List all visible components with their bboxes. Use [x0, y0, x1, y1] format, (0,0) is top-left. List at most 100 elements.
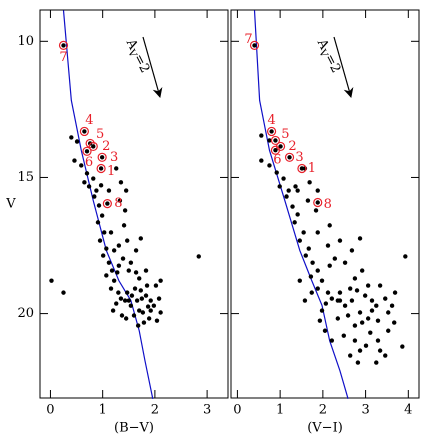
star — [309, 290, 314, 295]
star — [61, 290, 66, 295]
marked-star-ring — [266, 126, 277, 137]
star — [267, 163, 272, 168]
star — [122, 208, 128, 213]
star — [104, 246, 109, 251]
x-tick-label: 0 — [46, 403, 54, 418]
star — [137, 276, 142, 281]
star-label: 7 — [244, 32, 252, 47]
star — [104, 273, 109, 278]
star-label: 5 — [96, 127, 104, 142]
star — [118, 180, 124, 185]
star-label: 4 — [267, 113, 275, 128]
star — [114, 166, 119, 171]
star — [120, 256, 126, 261]
star — [114, 301, 119, 306]
star — [116, 243, 122, 248]
star — [146, 316, 152, 321]
star-label: 2 — [288, 139, 296, 154]
x-tick-label: 3 — [203, 403, 211, 418]
marked-star — [91, 144, 96, 149]
star — [302, 298, 308, 303]
star — [69, 135, 74, 140]
x-tick-label: 2 — [319, 403, 327, 418]
star — [74, 139, 80, 144]
star — [392, 290, 398, 295]
star — [148, 308, 153, 313]
star — [389, 303, 395, 308]
star — [95, 220, 101, 225]
isochrone — [253, 10, 349, 399]
marked-star — [273, 138, 278, 143]
star — [292, 220, 297, 225]
marked-star-ring — [102, 198, 112, 209]
star — [123, 316, 129, 321]
isochrone — [62, 10, 154, 399]
star — [129, 293, 135, 298]
x-tick-label: 4 — [404, 403, 412, 418]
marked-star-ring — [270, 135, 281, 146]
star — [335, 316, 341, 321]
star — [293, 184, 298, 189]
star — [323, 301, 329, 306]
star-label: 1 — [107, 164, 115, 179]
x-tick-label: 1 — [99, 403, 107, 418]
star — [383, 353, 388, 358]
star — [154, 318, 160, 323]
star — [259, 133, 264, 138]
star — [386, 310, 391, 315]
star — [49, 278, 54, 283]
star — [315, 230, 320, 235]
star — [392, 320, 397, 325]
star — [354, 288, 360, 293]
star — [96, 203, 102, 208]
star — [277, 184, 282, 189]
star-label: 6 — [273, 153, 281, 168]
star — [369, 308, 375, 313]
star — [125, 290, 130, 295]
star — [357, 236, 363, 241]
star — [383, 296, 388, 301]
star — [108, 286, 114, 291]
star — [355, 360, 361, 365]
star — [132, 286, 138, 291]
x-axis-label: (V−I) — [307, 421, 343, 436]
y-tick-label: 20 — [17, 306, 34, 321]
star-label: 2 — [102, 139, 110, 154]
star — [284, 194, 289, 199]
star — [342, 303, 348, 308]
star — [322, 328, 328, 333]
star — [327, 223, 332, 228]
marked-star-ring — [313, 197, 323, 208]
star — [108, 230, 114, 235]
star — [325, 243, 331, 248]
star — [374, 360, 379, 365]
star — [196, 254, 201, 259]
x-tick-label: 3 — [361, 403, 369, 418]
marked-star-ring — [96, 163, 106, 174]
star-label: 6 — [85, 155, 93, 170]
star — [348, 286, 353, 291]
star — [135, 323, 141, 328]
star — [126, 298, 131, 303]
x-tick-label: 2 — [151, 403, 159, 418]
star — [352, 323, 358, 328]
star — [341, 333, 346, 338]
star — [117, 198, 123, 203]
y-tick-label: 15 — [17, 170, 34, 185]
star — [106, 260, 112, 265]
star — [151, 303, 157, 308]
star — [377, 348, 383, 353]
star — [128, 260, 134, 265]
star — [106, 188, 112, 193]
star — [317, 318, 323, 323]
star — [403, 254, 408, 259]
star — [143, 268, 149, 273]
marked-star-ring — [85, 138, 95, 149]
star — [305, 198, 311, 203]
star — [348, 353, 353, 358]
star — [72, 158, 77, 163]
star — [310, 260, 315, 265]
marked-star — [287, 155, 292, 160]
star — [306, 246, 311, 251]
star — [267, 138, 272, 143]
